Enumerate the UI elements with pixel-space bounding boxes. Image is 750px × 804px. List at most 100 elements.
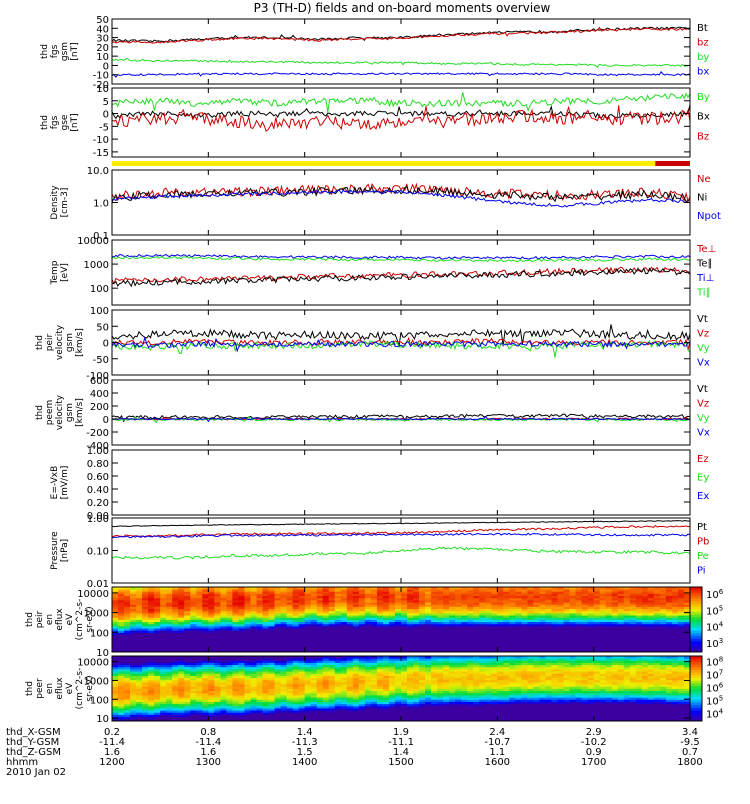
y-axis-label: eflux — [55, 608, 65, 631]
colorbar-tick-label: 106 — [706, 588, 724, 601]
y-tick-label: -5 — [99, 122, 109, 133]
y-tick-label: 10.0 — [87, 166, 109, 177]
panel-frame — [112, 380, 690, 445]
colorbar-tick-label: 103 — [706, 637, 723, 650]
panel-frame — [112, 170, 690, 235]
colorbar-cell — [690, 628, 702, 631]
legend-entry: Vt — [697, 314, 708, 325]
colorbar-cell — [690, 606, 702, 609]
legend-entry: Vy — [697, 343, 710, 354]
legend-entry: Vt — [697, 384, 708, 395]
colorbar-cell — [690, 636, 702, 639]
y-axis-label: gsm — [65, 403, 75, 422]
series-Vy — [112, 341, 690, 358]
y-tick-label: 10000 — [77, 236, 109, 247]
legend-entry: Ti⊥ — [696, 273, 714, 284]
y-tick-label: 50 — [96, 322, 109, 333]
y-tick-label: 200 — [90, 402, 109, 413]
y-axis-label: Density — [50, 185, 60, 220]
y-axis-label: gsm — [60, 42, 70, 61]
legend-entry: Pt — [697, 522, 707, 533]
y-axis-label: [cm-3] — [60, 188, 70, 218]
colorbar-tick-exponent: 6 — [719, 588, 724, 596]
legend-entry: Ey — [697, 473, 709, 484]
y-axis-label: eV — [65, 613, 75, 626]
colorbar-cell — [690, 617, 702, 620]
y-axis-label: [mV/m] — [60, 466, 70, 500]
colorbar-cell — [690, 590, 702, 593]
y-axis-label: [km/s] — [75, 398, 85, 427]
legend-entry: Npot — [697, 211, 721, 222]
legend-entry: Te∥ — [696, 258, 713, 269]
series-Bt — [112, 27, 690, 42]
legend-entry: Pe — [697, 551, 709, 562]
y-axis-label: peir — [45, 333, 55, 351]
legend-entry: Ti∥ — [696, 287, 711, 298]
series-bx — [112, 72, 690, 77]
legend-entry: by — [697, 52, 709, 63]
colorbar-cell — [690, 620, 702, 623]
y-tick-label: 0.20 — [87, 498, 109, 509]
y-axis-label: thd — [25, 612, 35, 627]
y-tick-label: 1.00 — [87, 446, 109, 457]
y-axis-label: gse — [60, 114, 70, 130]
y-tick-label: 10000 — [77, 589, 109, 600]
y-axis-label: Temp — [50, 260, 60, 285]
series-Te⊥ — [112, 267, 690, 283]
legend-entry: By — [697, 92, 710, 103]
y-axis-label: sr-eV) — [85, 606, 95, 632]
y-axis-label: [km/s] — [75, 328, 85, 357]
colorbar-cell — [690, 611, 702, 614]
y-axis-label: velocity — [55, 394, 65, 430]
panel-frame — [112, 450, 690, 515]
colorbar-tick-label: 105 — [706, 604, 723, 617]
y-tick-label: 5 — [103, 97, 109, 108]
colorbar-tick-exponent: 3 — [719, 637, 723, 645]
colorbar-cell — [690, 630, 702, 633]
colorbar-tick-exponent: 4 — [719, 621, 724, 629]
panel-frame — [112, 88, 690, 157]
y-axis-label: [eV] — [60, 263, 70, 282]
panel-efield: 0.000.200.400.600.801.00E=-VxB[mV/m]EzEy… — [50, 446, 709, 522]
y-axis-label: fgs — [50, 44, 60, 58]
y-tick-label: -200 — [86, 428, 109, 439]
y-tick-label: 50 — [96, 15, 109, 26]
series-Ne — [112, 184, 690, 201]
panel-frame — [112, 240, 690, 305]
y-axis-label: en — [45, 614, 55, 625]
y-axis-label: [nPa] — [60, 539, 70, 562]
colorbar-cell — [690, 592, 702, 595]
colorbar: 103 104 105 106 — [690, 587, 724, 652]
colorbar-cell — [690, 625, 702, 628]
y-tick-label: 0.60 — [87, 472, 109, 483]
series-Bx — [112, 105, 690, 119]
legend-entry: Te⊥ — [696, 244, 716, 255]
y-tick-label: 0.40 — [87, 485, 109, 496]
y-axis-label: thd — [35, 335, 45, 350]
colorbar-tick-label: 104 — [706, 621, 724, 634]
colorbar-cell — [690, 603, 702, 606]
legend-entry: Vx — [697, 357, 710, 368]
colorbar-cell — [690, 614, 702, 617]
legend-entry: Vx — [697, 427, 710, 438]
legend-entry: bz — [697, 37, 709, 48]
colorbar-cell — [690, 609, 702, 612]
colorbar-cell — [690, 601, 702, 604]
y-tick-label: -15 — [93, 148, 109, 159]
y-axis-label: [nT] — [70, 42, 80, 60]
legend-entry: Vz — [697, 328, 709, 339]
colorbar-cell — [690, 633, 702, 636]
y-axis-label: thd — [35, 405, 45, 420]
colorbar-cell — [690, 595, 702, 598]
legend-entry: Bx — [697, 112, 710, 123]
colorbar-tick-exponent: 5 — [719, 604, 723, 612]
legend-entry: Pi — [697, 565, 706, 576]
